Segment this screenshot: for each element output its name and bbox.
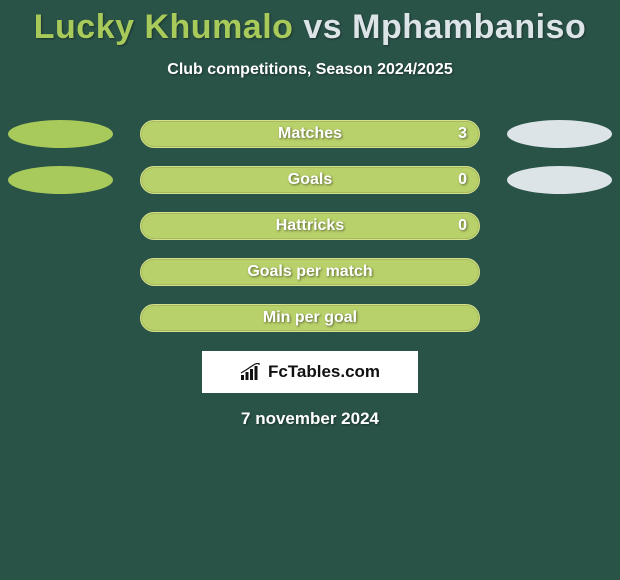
stat-bar: Matches 3 bbox=[140, 120, 480, 148]
stat-bar: Goals per match bbox=[140, 258, 480, 286]
subtitle: Club competitions, Season 2024/2025 bbox=[0, 61, 620, 79]
stat-label: Goals per match bbox=[247, 263, 372, 281]
stat-value: 0 bbox=[458, 217, 467, 235]
stat-row: Goals per match bbox=[0, 257, 620, 287]
stat-value: 0 bbox=[458, 171, 467, 189]
stat-label: Matches bbox=[278, 125, 342, 143]
stat-row: Hattricks 0 bbox=[0, 211, 620, 241]
stat-bar: Goals 0 bbox=[140, 166, 480, 194]
player2-oval bbox=[507, 166, 612, 194]
stat-bar: Hattricks 0 bbox=[140, 212, 480, 240]
stat-row: Min per goal bbox=[0, 303, 620, 333]
stats-rows: Matches 3 Goals 0 Hattricks 0 Goals per match M… bbox=[0, 119, 620, 333]
page-title: Lucky Khumalo vs Mphambaniso bbox=[0, 8, 620, 47]
vs-text: vs bbox=[293, 8, 352, 46]
stat-row: Matches 3 bbox=[0, 119, 620, 149]
player2-name: Mphambaniso bbox=[352, 8, 586, 46]
player1-name: Lucky Khumalo bbox=[34, 8, 294, 46]
stat-row: Goals 0 bbox=[0, 165, 620, 195]
player1-oval bbox=[8, 120, 113, 148]
bar-chart-icon bbox=[240, 363, 262, 381]
player2-oval bbox=[507, 120, 612, 148]
stats-card: Lucky Khumalo vs Mphambaniso Club compet… bbox=[0, 0, 620, 429]
date-text: 7 november 2024 bbox=[0, 409, 620, 429]
player1-oval bbox=[8, 166, 113, 194]
logo-text: FcTables.com bbox=[268, 362, 380, 382]
stat-bar: Min per goal bbox=[140, 304, 480, 332]
logo-box[interactable]: FcTables.com bbox=[202, 351, 418, 393]
stat-label: Goals bbox=[288, 171, 332, 189]
stat-value: 3 bbox=[458, 125, 467, 143]
stat-label: Min per goal bbox=[263, 309, 357, 327]
stat-label: Hattricks bbox=[276, 217, 344, 235]
